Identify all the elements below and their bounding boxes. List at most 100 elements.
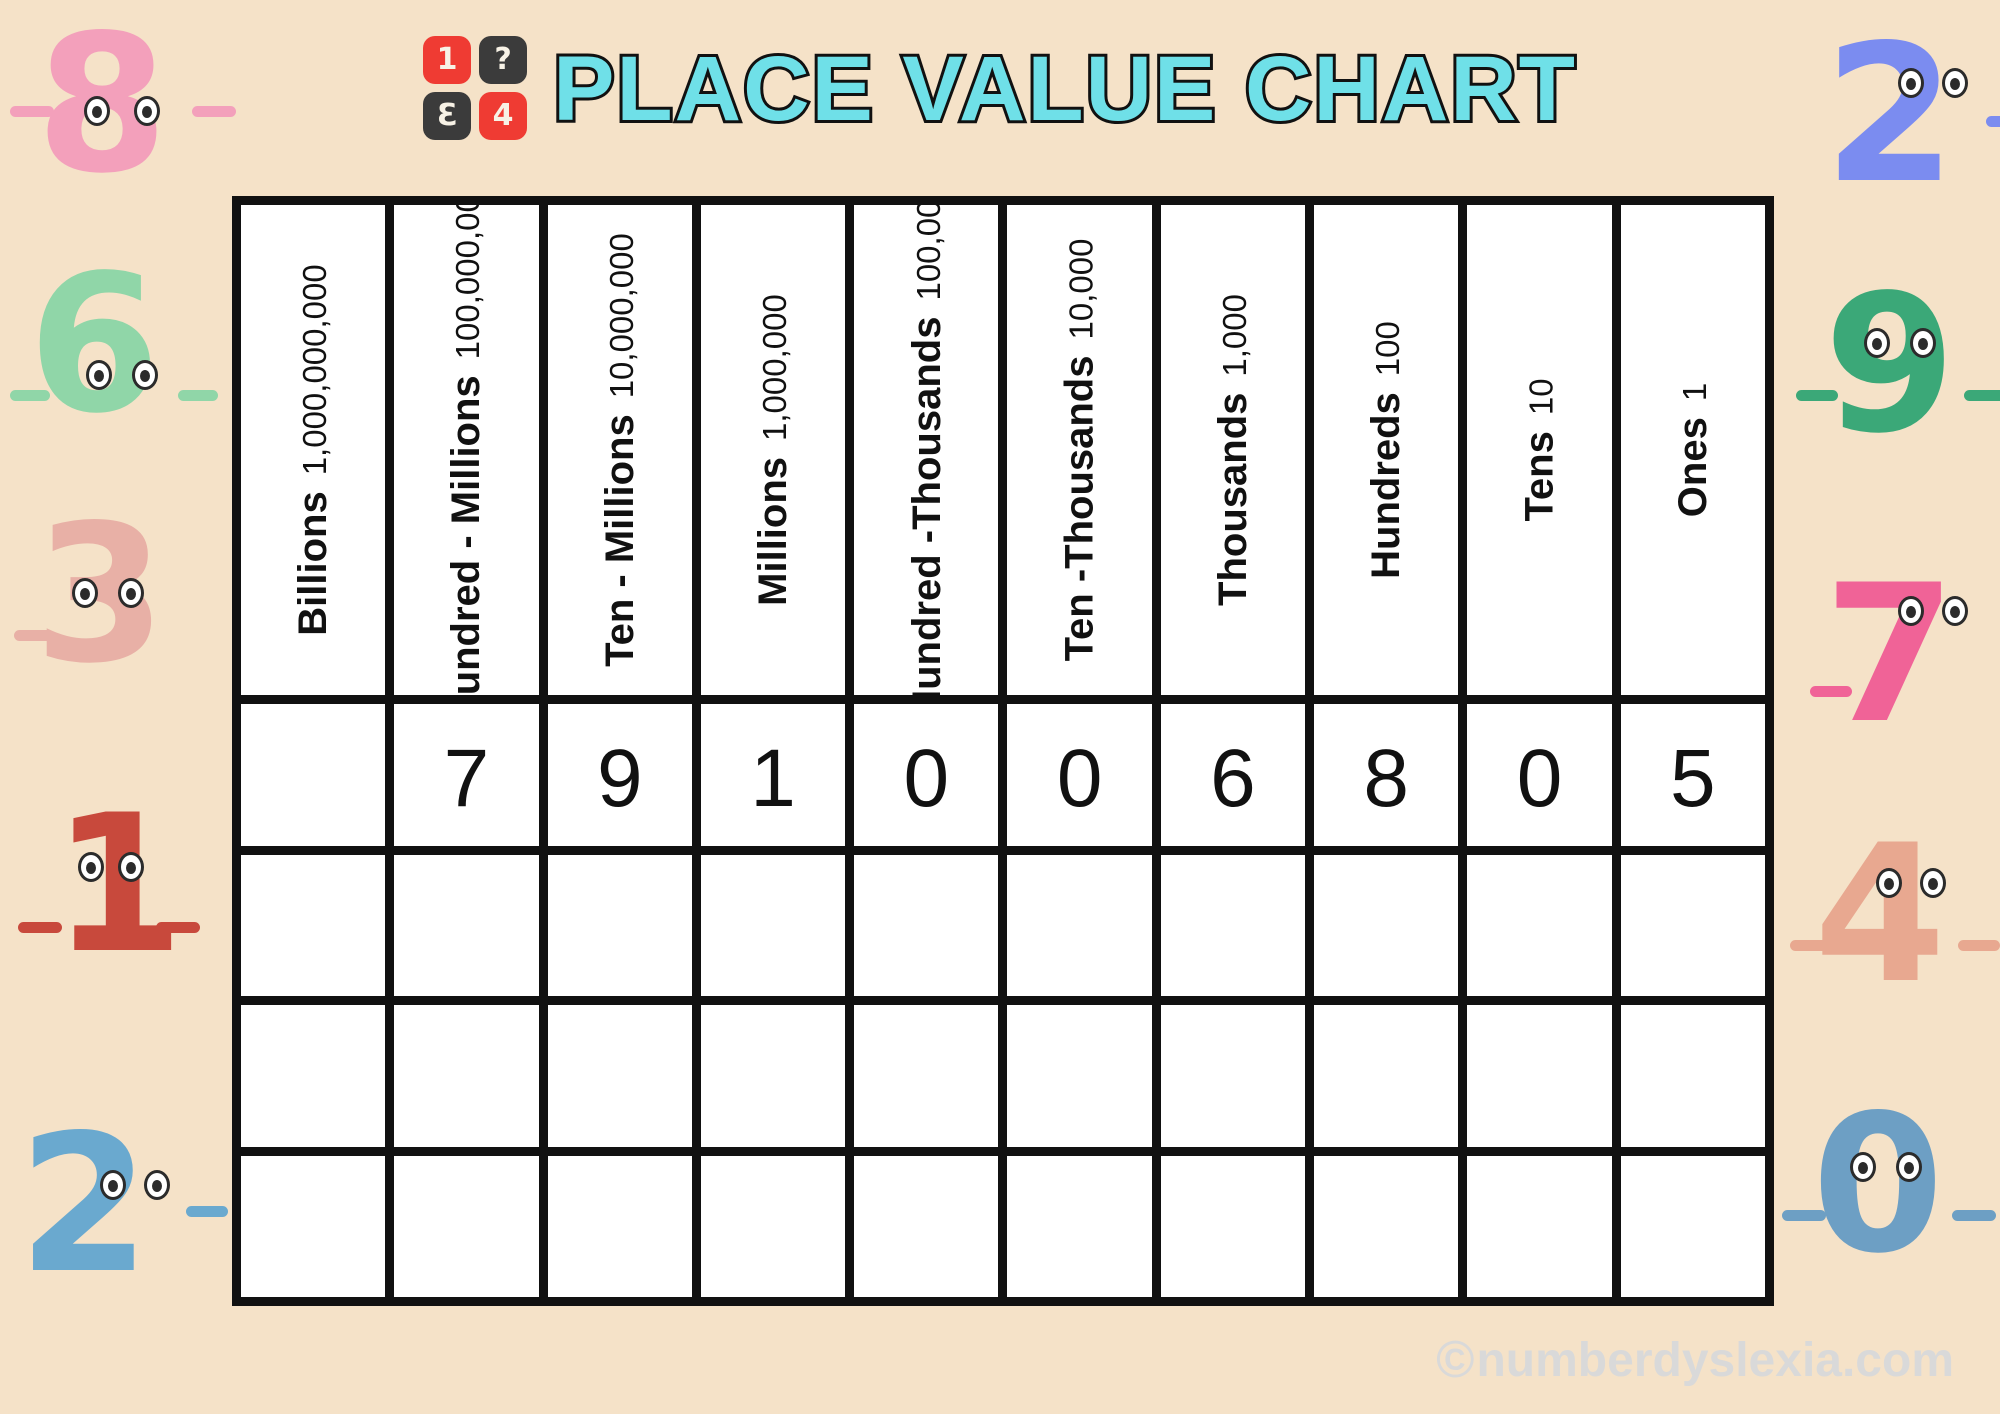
- cell-digit: 0: [1516, 732, 1563, 824]
- table-cell[interactable]: [1007, 1155, 1161, 1297]
- table-cell[interactable]: [548, 854, 701, 996]
- table-cell[interactable]: 0: [854, 704, 1008, 846]
- decor-arm: [1963, 390, 2000, 401]
- decor-arm: [1781, 1210, 1826, 1221]
- decor-eye-icon: [1897, 596, 1924, 626]
- column-header-tens: Tens 10: [1467, 205, 1621, 695]
- decor-number-right-9: 9: [1795, 270, 2000, 460]
- table-cell[interactable]: [701, 1155, 855, 1297]
- table-cell[interactable]: [241, 704, 395, 846]
- decor-digit-glyph: 4: [1813, 804, 1946, 1025]
- table-cell[interactable]: [1467, 854, 1621, 996]
- table-cell[interactable]: [854, 1005, 1008, 1147]
- table-cell[interactable]: [1314, 1155, 1468, 1297]
- table-row: [241, 1005, 1765, 1156]
- decor-eye-icon: [1919, 868, 1946, 898]
- table-cell[interactable]: [1314, 854, 1468, 996]
- column-header-value: 10: [1522, 378, 1560, 416]
- table-cell[interactable]: [1161, 1005, 1315, 1147]
- decor-eye-icon: [1863, 328, 1890, 358]
- title-row: 1 ? 3 4 PLACE VALUE CHART: [0, 26, 2000, 146]
- cell-digit: 7: [443, 732, 490, 824]
- table-cell[interactable]: 1: [701, 704, 855, 846]
- table-cell[interactable]: [1007, 1005, 1161, 1147]
- copyright-icon: ©: [1436, 1331, 1475, 1389]
- decor-eye-icon: [86, 360, 112, 390]
- table-cell[interactable]: [854, 1155, 1008, 1297]
- column-header-hundreds: Hundreds 100: [1314, 205, 1468, 695]
- column-header-ten-thousands: Ten -Thousands 10,000: [1007, 205, 1161, 695]
- table-cell[interactable]: 5: [1621, 704, 1765, 846]
- table-cell[interactable]: [1314, 1005, 1468, 1147]
- table-cell[interactable]: 0: [1007, 704, 1161, 846]
- decor-number-right-7: 7: [1809, 560, 1968, 750]
- column-header-value: 100: [1369, 321, 1407, 377]
- decor-arm: [156, 922, 200, 933]
- table-cell[interactable]: [1007, 854, 1161, 996]
- decor-eye-icon: [1875, 868, 1902, 898]
- table-cell[interactable]: 6: [1161, 704, 1315, 846]
- table-cell[interactable]: [1621, 1156, 1765, 1298]
- decor-number-left-3: 3: [14, 484, 167, 705]
- cell-digit: 5: [1670, 732, 1716, 824]
- table-cell[interactable]: [548, 1155, 701, 1297]
- cell-digit: 0: [1056, 732, 1103, 824]
- decor-digit-glyph: 2: [18, 1094, 151, 1315]
- decor-eye-icon: [1941, 596, 1968, 626]
- numberdyslexia-logo: 1 ? 3 4: [423, 36, 528, 140]
- table-cell[interactable]: [1467, 1155, 1621, 1297]
- table-cell[interactable]: [394, 1005, 548, 1147]
- decor-digit-glyph: 1: [52, 774, 185, 995]
- table-cell[interactable]: [1161, 1155, 1315, 1297]
- table-cell[interactable]: [1161, 854, 1315, 996]
- table-row: [241, 854, 1765, 1005]
- decor-arm: [1789, 940, 1832, 951]
- decor-digit-glyph: 0: [1811, 1074, 1944, 1295]
- table-cell[interactable]: [854, 854, 1008, 996]
- column-header-ones: Ones 1: [1621, 205, 1765, 695]
- column-header-value: 100,000,000: [449, 205, 487, 360]
- place-value-table: Billions 1,000,000,000 Hundred - Million…: [232, 196, 1774, 1306]
- page-title: PLACE VALUE CHART: [550, 38, 1578, 140]
- decor-eye-icon: [118, 852, 144, 882]
- column-header-name: Hundreds: [1364, 392, 1409, 579]
- table-cell[interactable]: 7: [394, 704, 548, 846]
- column-header-millions: Millions 1,000,000: [701, 205, 855, 695]
- table-cell[interactable]: [1621, 1005, 1765, 1147]
- table-cell[interactable]: [1621, 855, 1765, 997]
- decor-eye-icon: [1909, 328, 1936, 358]
- logo-tile-question: ?: [479, 36, 528, 84]
- decor-eye-icon: [100, 1170, 126, 1200]
- decor-eye-icon: [78, 852, 104, 882]
- column-header-value: 1: [1675, 382, 1713, 402]
- table-cell[interactable]: [1467, 1005, 1621, 1147]
- table-cell[interactable]: [394, 854, 548, 996]
- decor-number-left-6: 6: [10, 250, 218, 440]
- column-header-hundred-millions: Hundred - Millions 100,000,000: [394, 205, 548, 695]
- table-cell[interactable]: 0: [1467, 704, 1621, 846]
- table-cell[interactable]: [701, 1005, 855, 1147]
- table-cell[interactable]: [241, 1155, 395, 1297]
- decor-number-left-2: 2: [18, 1094, 228, 1315]
- column-header-name: Ones: [1670, 417, 1715, 518]
- table-cell[interactable]: [241, 854, 395, 996]
- decor-eye-icon: [72, 578, 98, 608]
- cell-digit: 8: [1363, 732, 1410, 824]
- table-cell[interactable]: [701, 854, 855, 996]
- column-header-value: 1,000,000: [756, 294, 794, 441]
- table-cell[interactable]: 9: [548, 704, 701, 846]
- table-cell[interactable]: 8: [1314, 704, 1468, 846]
- column-header-hundred-thousands: Hundred -Thousands 100,000: [854, 205, 1008, 695]
- decor-arm: [10, 390, 50, 401]
- column-header-name: Hundred - Millions: [444, 375, 489, 695]
- decor-eye-icon: [118, 578, 144, 608]
- watermark-text: numberdyslexia.com: [1476, 1333, 1954, 1387]
- table-cell[interactable]: [394, 1155, 548, 1297]
- logo-tile-4: 4: [479, 92, 528, 140]
- decor-digit-glyph: 3: [34, 484, 167, 705]
- table-header-row: Billions 1,000,000,000 Hundred - Million…: [241, 205, 1765, 704]
- table-cell[interactable]: [548, 1005, 701, 1147]
- column-header-name: Ten -Thousands: [1057, 355, 1102, 662]
- table-cell[interactable]: [241, 1005, 395, 1147]
- table-row: 7 9 1 0 0 6 8 0 5: [241, 704, 1765, 855]
